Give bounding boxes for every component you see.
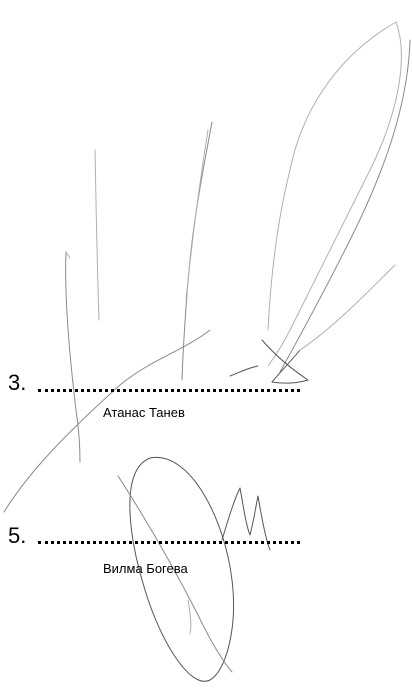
entry-number: 3. (8, 370, 27, 395)
signer-name: Атанас Танев (103, 405, 185, 420)
signature-taneв (3, 21, 411, 513)
signature-dotted-line (38, 541, 300, 544)
signer-name: Вилма Богева (103, 561, 188, 576)
entry-number: 5. (8, 523, 27, 548)
signature-bogeva (117, 456, 271, 682)
signature-dotted-line (38, 389, 300, 392)
